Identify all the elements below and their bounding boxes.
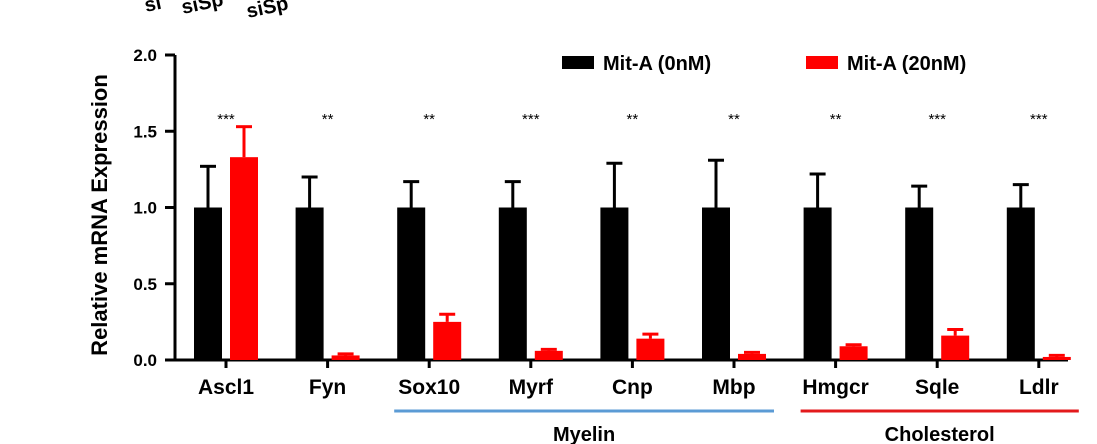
significance-mbp: ** xyxy=(728,111,740,128)
bar-hmgcr-series-1 xyxy=(839,346,868,360)
group-brackets: Myelin Cholesterol xyxy=(394,409,1079,444)
bar-fyn-series-0 xyxy=(295,207,324,360)
bar-mbp-series-0 xyxy=(702,207,730,360)
bars xyxy=(194,157,1071,360)
significance-markers: *** ** ** *** ** ** ** *** *** xyxy=(217,111,1047,128)
y-tick-label: 1.5 xyxy=(133,122,157,141)
bar-hmgcr-series-0 xyxy=(803,207,832,360)
legend: Mit-A (0nM) Mit-A (20nM) xyxy=(562,53,966,75)
x-tick-label-hmgcr: Hmgcr xyxy=(802,376,869,399)
top-fragment-3: siSp xyxy=(244,0,290,23)
y-tick-label: 2.0 xyxy=(133,46,157,65)
significance-sqle: *** xyxy=(928,111,946,128)
x-tick-label-mbp: Mbp xyxy=(712,376,755,399)
x-tick-label-ascl1: Ascl1 xyxy=(198,376,254,399)
x-tick-label-myrf: Myrf xyxy=(509,376,554,399)
bar-sox10-series-1 xyxy=(433,321,462,360)
group-label-cholesterol: Cholesterol xyxy=(885,424,995,444)
bar-ascl1-series-1 xyxy=(230,157,258,360)
error-bars xyxy=(200,125,1065,357)
legend-swatch-1 xyxy=(806,56,838,69)
bar-ascl1-series-0 xyxy=(194,207,222,360)
x-tick-label-ldlr: Ldlr xyxy=(1019,376,1059,399)
y-ticks: 0.0 0.5 1.0 1.5 2.0 xyxy=(133,46,175,370)
y-tick-label: 0.5 xyxy=(133,275,157,294)
x-tick-label-cnp: Cnp xyxy=(612,376,653,399)
bar-myrf-series-1 xyxy=(534,350,563,360)
legend-label-1: Mit-A (20nM) xyxy=(847,53,966,75)
bar-fyn-series-1 xyxy=(331,355,360,360)
top-fragments: si siSp siSp xyxy=(142,0,290,23)
x-tick-labels: Ascl1 Fyn Sox10 Myrf Cnp Mbp Hmgcr Sqle Ldlr xyxy=(198,360,1059,399)
bar-myrf-series-0 xyxy=(498,207,527,360)
x-tick-label-sox10: Sox10 xyxy=(398,376,460,399)
top-fragment-2: siSp xyxy=(179,0,225,19)
bar-cnp-series-0 xyxy=(600,207,629,360)
group-label-myelin: Myelin xyxy=(553,424,615,444)
significance-cnp: ** xyxy=(627,111,639,128)
significance-sox10: ** xyxy=(423,111,435,128)
bar-ldlr-series-1 xyxy=(1042,356,1071,360)
bar-cnp-series-1 xyxy=(636,338,665,360)
bar-sqle-series-1 xyxy=(941,335,970,360)
y-axis-label: Relative mRNA Expression xyxy=(87,74,112,356)
x-tick-label-sqle: Sqle xyxy=(915,376,959,399)
significance-fyn: ** xyxy=(322,111,334,128)
top-fragment-1: si xyxy=(142,0,163,17)
y-tick-label: 1.0 xyxy=(133,199,157,218)
significance-ascl1: *** xyxy=(217,111,235,128)
bar-sqle-series-0 xyxy=(905,207,934,360)
significance-hmgcr: ** xyxy=(830,111,842,128)
bar-ldlr-series-0 xyxy=(1006,207,1035,360)
legend-swatch-0 xyxy=(562,56,594,69)
bar-sox10-series-0 xyxy=(397,207,426,360)
significance-ldlr: *** xyxy=(1030,111,1048,128)
x-tick-label-fyn: Fyn xyxy=(309,376,346,399)
legend-label-0: Mit-A (0nM) xyxy=(603,53,711,75)
y-tick-label: 0.0 xyxy=(133,351,157,370)
bar-mbp-series-1 xyxy=(738,353,766,360)
significance-myrf: *** xyxy=(522,111,540,128)
